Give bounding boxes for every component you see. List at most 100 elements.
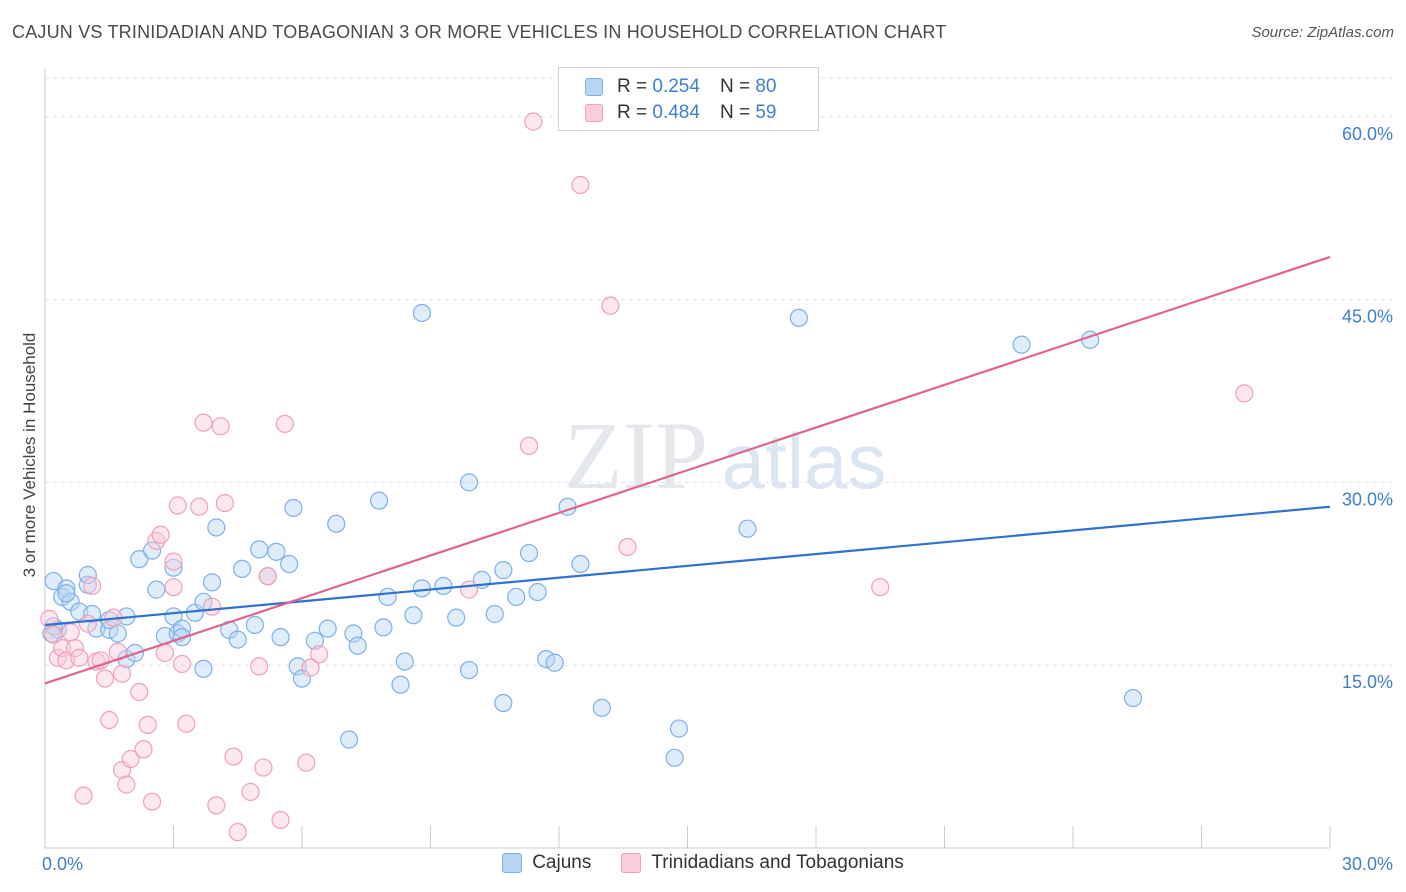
cajun-point bbox=[395, 652, 414, 671]
trinidadian-point bbox=[258, 567, 277, 586]
trinidadian-point bbox=[310, 645, 329, 664]
axes bbox=[44, 68, 1331, 849]
watermark-atlas: atlas bbox=[722, 417, 887, 505]
cajun-point bbox=[318, 619, 337, 638]
cajun-point bbox=[147, 580, 166, 599]
trinidadian-point bbox=[61, 623, 80, 642]
trinidadian-point bbox=[177, 714, 196, 733]
trinidadian-point bbox=[241, 782, 260, 802]
trinidadian-point bbox=[95, 669, 115, 688]
cajun-point bbox=[374, 618, 393, 637]
series-swatch-cajuns bbox=[502, 853, 523, 873]
trinidadian-point bbox=[459, 580, 479, 599]
tick-labels: 15.0% 30.0% 45.0% 60.0% 0.0% 30.0% bbox=[42, 124, 1393, 874]
cajun-point bbox=[447, 608, 466, 627]
cajun-point bbox=[245, 615, 264, 635]
legend-swatch-cajuns bbox=[585, 78, 603, 96]
cajun-point bbox=[142, 541, 162, 560]
trinidadian-point bbox=[202, 597, 222, 616]
cajun-point bbox=[571, 554, 590, 574]
trinidadian-point bbox=[151, 525, 170, 544]
trinidadian-point bbox=[65, 639, 85, 658]
legend-row-cajuns: R = 0.254 N = 80 bbox=[559, 74, 776, 100]
trinidadian-point bbox=[155, 643, 175, 663]
trinidadian-point bbox=[164, 552, 183, 571]
cajun-point bbox=[459, 660, 479, 680]
cajun-point bbox=[789, 308, 808, 327]
cajun-point bbox=[250, 540, 269, 559]
trinidadian-point bbox=[100, 710, 119, 730]
cajun-point bbox=[665, 748, 684, 767]
cajun-point bbox=[519, 543, 539, 563]
series-legend-trinidadians[interactable]: Trinidadians and Tobagonians bbox=[621, 852, 904, 874]
legend-row-trinidadians: R = 0.484 N = 59 bbox=[559, 100, 776, 126]
series-label-trinidadians: Trinidadians and Tobagonians bbox=[651, 852, 904, 873]
cajun-point bbox=[305, 631, 324, 650]
trinidadian-point bbox=[112, 664, 132, 683]
trinidadian-point bbox=[83, 576, 102, 596]
trinidadian-point bbox=[207, 796, 226, 815]
cajun-point bbox=[280, 554, 299, 574]
trinidadian-point bbox=[250, 657, 269, 676]
trinidadian-point bbox=[271, 810, 290, 830]
cajun-point bbox=[340, 730, 359, 749]
correlation-legend: R = 0.254 N = 80 R = 0.484 N = 59 bbox=[558, 67, 819, 131]
trinidadian-point bbox=[601, 296, 620, 315]
y-tick-label: 45.0% bbox=[1342, 307, 1393, 327]
watermark: ZIP atlas bbox=[564, 402, 886, 509]
cajun-point bbox=[391, 675, 410, 694]
series-label-cajuns: Cajuns bbox=[532, 852, 592, 873]
trinidadian-point bbox=[194, 413, 213, 432]
legend-n-label: N = bbox=[719, 102, 751, 123]
cajun-point bbox=[57, 584, 76, 603]
trinidadian-point bbox=[1235, 384, 1254, 403]
cajun-point bbox=[545, 653, 564, 672]
cajun-point bbox=[370, 491, 389, 510]
grid-lines bbox=[45, 77, 1395, 666]
trinidadian-point bbox=[211, 417, 230, 436]
watermark-zip: ZIP bbox=[564, 402, 708, 509]
series-legend-cajuns[interactable]: Cajuns bbox=[502, 852, 591, 874]
legend-r-value: 0.254 bbox=[652, 76, 700, 97]
trinidadian-point bbox=[138, 715, 157, 735]
x-tick-label-left: 0.0% bbox=[42, 854, 83, 874]
trinidadian-point bbox=[275, 414, 294, 433]
trinidadian-point bbox=[215, 493, 234, 513]
legend-r-label: R = bbox=[617, 102, 648, 123]
cajun-point bbox=[434, 576, 453, 596]
cajun-point bbox=[207, 518, 226, 537]
trinidadian-point bbox=[297, 753, 316, 772]
trinidadian-point bbox=[117, 775, 136, 794]
cajun-point bbox=[738, 519, 757, 538]
legend-r-value: 0.484 bbox=[652, 102, 700, 123]
cajun-point bbox=[108, 624, 127, 643]
trinidadian-point bbox=[142, 792, 162, 811]
cajun-point bbox=[412, 303, 432, 323]
trinidadian-point bbox=[172, 654, 192, 674]
cajun-point bbox=[164, 558, 183, 577]
cajun-point bbox=[267, 542, 286, 561]
cajun-point bbox=[78, 565, 97, 585]
chart-source: Source: ZipAtlas.com bbox=[1251, 24, 1394, 41]
cajun-point bbox=[327, 514, 346, 533]
cajun-point bbox=[412, 579, 432, 598]
cajun-point bbox=[232, 559, 252, 579]
series-swatch-trinidadians bbox=[621, 853, 642, 873]
trinidadian-point bbox=[228, 823, 247, 842]
legend-n-label: N = bbox=[719, 76, 751, 97]
trinidadian-point bbox=[121, 749, 140, 769]
data-points bbox=[40, 112, 1254, 842]
trinidadian-point bbox=[618, 537, 637, 557]
cajun-point bbox=[1123, 688, 1143, 708]
cajun-point bbox=[57, 579, 76, 598]
trinidadian-point bbox=[524, 112, 543, 131]
trinidadian-point bbox=[78, 614, 97, 633]
trinidadian-point bbox=[519, 436, 539, 455]
cajun-point bbox=[378, 587, 397, 607]
trinidadian-point bbox=[190, 497, 209, 516]
trinidadian-point bbox=[70, 648, 89, 667]
trinidadian-point bbox=[571, 175, 590, 195]
trinidadian-point bbox=[168, 496, 187, 515]
cajun-point bbox=[494, 693, 513, 713]
